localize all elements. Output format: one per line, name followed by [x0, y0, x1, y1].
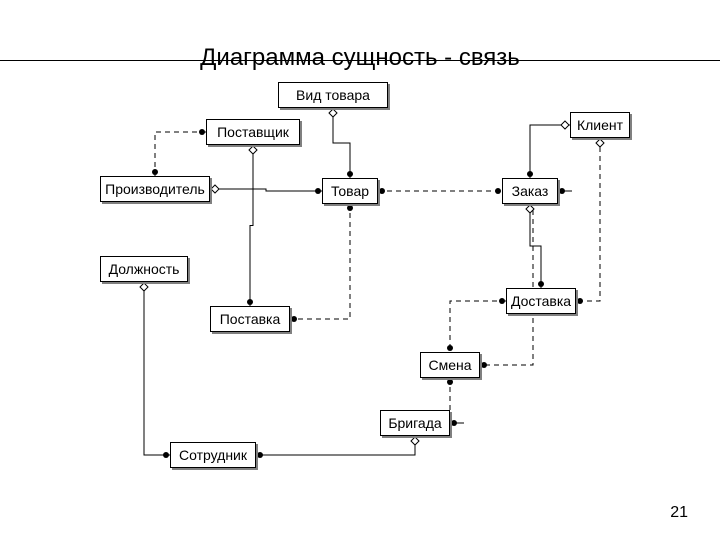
entity-dostavka: Доставка — [506, 288, 576, 314]
entity-tovar: Товар — [322, 178, 378, 204]
entity-brigada: Бригада — [380, 410, 450, 436]
entity-klient: Клиент — [570, 112, 630, 138]
entity-postavka: Поставка — [210, 306, 290, 332]
entity-zakaz: Заказ — [502, 178, 558, 204]
entity-postavshchik: Поставщик — [206, 119, 300, 145]
title-underline — [0, 60, 720, 61]
entity-proizvoditel: Производитель — [100, 176, 210, 202]
page-title: Диаграмма сущность - связь — [0, 44, 720, 72]
entity-smena: Смена — [420, 352, 480, 378]
page-number: 21 — [670, 504, 688, 522]
entity-dolzhnost: Должность — [100, 256, 188, 282]
entity-sotrudnik: Сотрудник — [170, 442, 256, 468]
entity-vid_tovara: Вид товара — [278, 82, 388, 108]
